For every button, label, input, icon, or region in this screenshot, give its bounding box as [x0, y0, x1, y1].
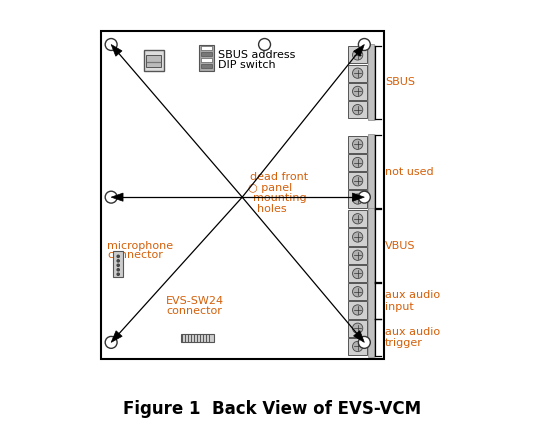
Polygon shape	[353, 193, 364, 201]
Bar	[113, 251, 123, 277]
Bar	[144, 50, 164, 71]
Bar	[348, 83, 367, 100]
Circle shape	[353, 86, 363, 97]
Circle shape	[358, 39, 370, 51]
Bar	[348, 229, 367, 246]
Bar	[348, 46, 367, 63]
Circle shape	[117, 255, 119, 258]
Circle shape	[353, 287, 363, 297]
Circle shape	[353, 250, 363, 260]
Bar	[201, 52, 212, 56]
Text: SBUS address: SBUS address	[218, 50, 295, 60]
Text: ○ panel: ○ panel	[248, 183, 292, 193]
Polygon shape	[111, 331, 122, 342]
Circle shape	[353, 158, 363, 168]
Text: aux audio
input: aux audio input	[385, 290, 440, 312]
Circle shape	[117, 260, 119, 262]
Polygon shape	[354, 45, 364, 56]
Circle shape	[353, 104, 363, 115]
Bar	[101, 32, 384, 359]
Circle shape	[353, 323, 363, 333]
Circle shape	[353, 342, 363, 352]
Circle shape	[117, 269, 119, 271]
Bar	[201, 58, 212, 62]
Text: connector: connector	[166, 306, 222, 316]
Circle shape	[358, 191, 370, 203]
Text: EVS-SW24: EVS-SW24	[166, 297, 224, 306]
Polygon shape	[111, 45, 122, 56]
Bar	[348, 190, 367, 208]
Polygon shape	[354, 330, 364, 342]
Bar	[200, 45, 214, 71]
Bar	[348, 210, 367, 227]
Bar	[348, 136, 367, 153]
Circle shape	[353, 214, 363, 224]
Circle shape	[353, 68, 363, 78]
Bar	[348, 338, 367, 355]
Text: holes: holes	[257, 204, 286, 214]
Text: mounting: mounting	[253, 193, 307, 203]
Circle shape	[105, 191, 117, 203]
Bar	[348, 154, 367, 171]
Text: Figure 1  Back View of EVS-VCM: Figure 1 Back View of EVS-VCM	[123, 400, 421, 418]
Circle shape	[117, 264, 119, 266]
Bar	[348, 247, 367, 264]
Bar	[348, 320, 367, 337]
Bar	[348, 265, 367, 282]
Text: dead front: dead front	[250, 172, 308, 182]
Text: not used: not used	[385, 166, 434, 177]
Bar	[368, 45, 374, 120]
Bar	[201, 46, 212, 51]
Circle shape	[353, 50, 363, 60]
Bar	[181, 334, 214, 342]
Circle shape	[353, 268, 363, 279]
Bar	[348, 301, 367, 318]
Bar	[146, 54, 162, 67]
Text: VBUS: VBUS	[385, 241, 415, 251]
Circle shape	[353, 305, 363, 315]
Bar	[348, 101, 367, 118]
Bar	[348, 172, 367, 189]
Text: DIP switch: DIP switch	[218, 60, 276, 70]
Circle shape	[353, 139, 363, 149]
Circle shape	[105, 39, 117, 51]
Text: aux audio
trigger: aux audio trigger	[385, 327, 440, 348]
Circle shape	[353, 194, 363, 204]
Circle shape	[258, 39, 270, 51]
Bar	[201, 64, 212, 68]
Polygon shape	[111, 193, 123, 201]
Text: connector: connector	[107, 250, 163, 260]
Bar	[348, 65, 367, 82]
Circle shape	[353, 175, 363, 186]
Bar	[368, 134, 374, 209]
Bar	[368, 208, 374, 357]
Text: SBUS: SBUS	[385, 77, 415, 87]
Bar	[348, 283, 367, 300]
Circle shape	[358, 336, 370, 348]
Circle shape	[353, 232, 363, 242]
Circle shape	[105, 336, 117, 348]
Text: microphone: microphone	[107, 241, 174, 250]
Circle shape	[117, 273, 119, 275]
